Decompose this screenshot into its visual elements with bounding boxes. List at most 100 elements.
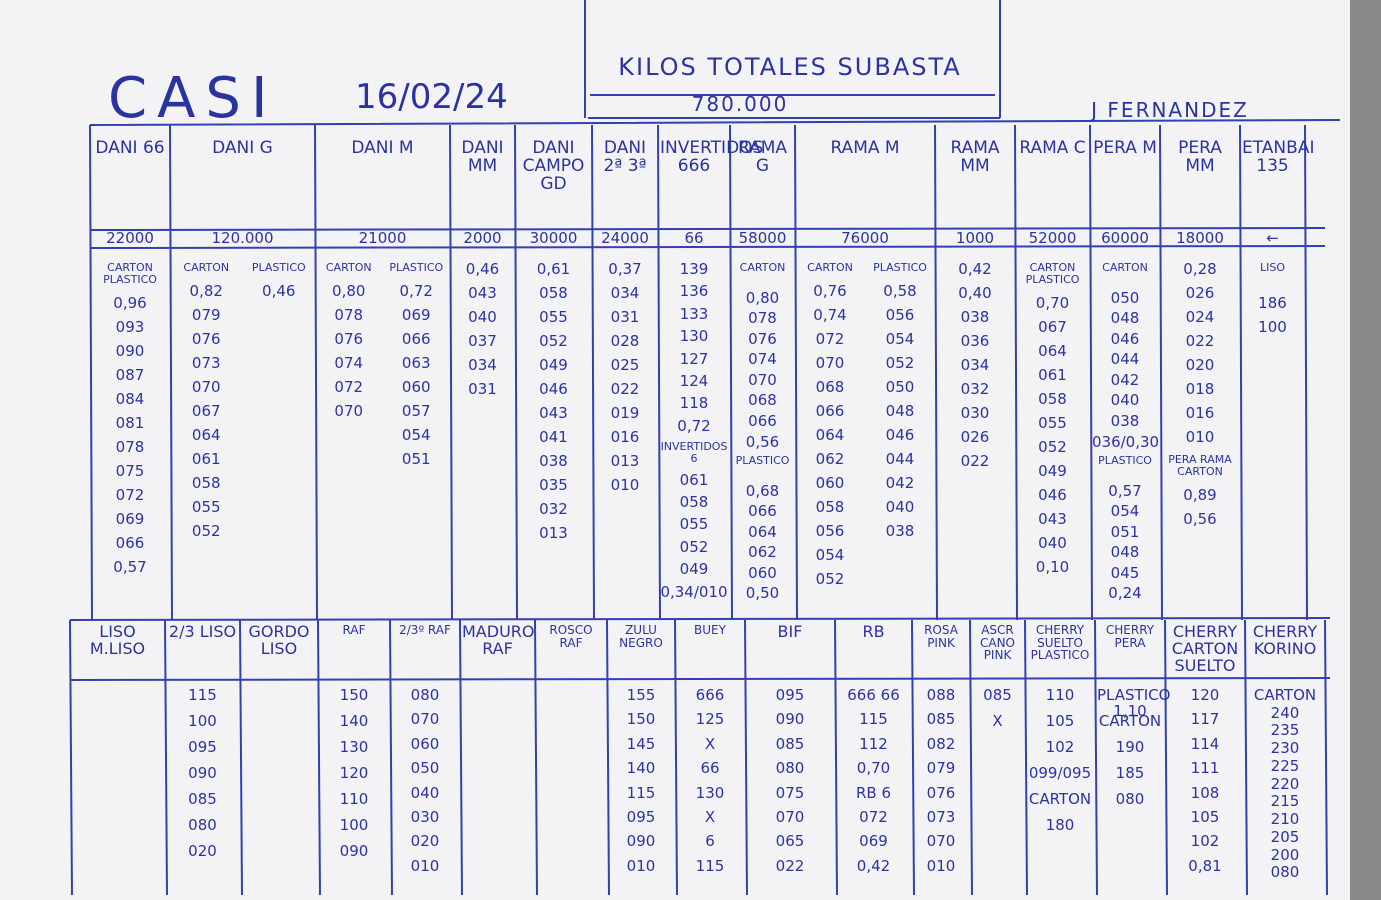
column-header: DANI M <box>351 138 414 158</box>
price: 093 <box>115 317 145 336</box>
price: 045 <box>1110 563 1140 582</box>
column-header: RAMA G <box>737 138 788 176</box>
price: 082 <box>926 734 956 753</box>
price: 060 <box>815 474 845 492</box>
price: 080 <box>1270 863 1300 882</box>
price: 130 <box>339 738 369 756</box>
price: 057 <box>401 402 431 420</box>
price: 036 <box>960 332 990 350</box>
price: 078 <box>334 306 364 324</box>
price: X <box>992 712 1003 730</box>
column-line <box>674 619 678 896</box>
price: 067 <box>1038 317 1067 336</box>
price: 061 <box>1038 365 1067 384</box>
price: 064 <box>815 426 845 444</box>
title-box <box>584 0 1001 119</box>
group-label: CARTON <box>807 261 853 274</box>
price: 140 <box>339 712 369 730</box>
price: 136 <box>679 282 709 301</box>
column-header: CHERRY CARTON SUELTO <box>1171 622 1239 675</box>
price: 073 <box>191 354 221 372</box>
price: 070 <box>815 354 845 372</box>
price: 100 <box>1258 317 1287 336</box>
price: 051 <box>401 450 431 468</box>
price: 040 <box>885 498 915 516</box>
price: 0,58 <box>883 282 917 300</box>
price: 070 <box>926 832 956 851</box>
price: 0,10 <box>1035 557 1070 576</box>
price: 0,42 <box>856 856 891 875</box>
price: 038 <box>539 452 568 470</box>
price: 055 <box>191 498 221 516</box>
price: 090 <box>115 341 145 360</box>
price: 028 <box>610 332 640 350</box>
price: 120 <box>1190 686 1220 704</box>
kilos: 58000 <box>738 229 787 247</box>
column-line <box>934 124 938 621</box>
price: 133 <box>679 304 709 323</box>
kilos: 1000 <box>955 229 995 247</box>
price: 065 <box>775 832 805 851</box>
price: 080 <box>775 759 805 778</box>
price: 076 <box>334 330 364 348</box>
price: 038 <box>885 522 915 540</box>
column-line <box>1094 619 1098 896</box>
price: 031 <box>468 380 497 398</box>
price: 185 <box>1115 764 1145 782</box>
price: 666 66 <box>847 686 900 704</box>
price: 044 <box>885 450 915 468</box>
column-header: RAMA M <box>830 138 900 158</box>
price: 072 <box>115 485 145 504</box>
kilos: 30000 <box>529 229 578 247</box>
price: 114 <box>1190 734 1220 753</box>
price: 040 <box>468 308 497 326</box>
price: 075 <box>115 461 145 480</box>
price: 066 <box>815 402 845 420</box>
price: 0,37 <box>608 260 642 278</box>
group-label: CARTON PLASTICO <box>1025 261 1080 286</box>
column-line <box>514 124 518 621</box>
column-header: DANI G <box>212 138 273 158</box>
price: 074 <box>334 354 364 372</box>
price: 110 <box>339 790 369 808</box>
price: 042 <box>1110 370 1140 389</box>
price: 020 <box>188 842 217 860</box>
price: 062 <box>815 450 845 468</box>
price: 038 <box>1110 411 1140 430</box>
price: 043 <box>539 404 568 422</box>
price: 0,57 <box>113 557 147 576</box>
price: 140 <box>626 759 656 778</box>
price: 062 <box>748 543 777 562</box>
price: 072 <box>334 378 364 396</box>
price: 013 <box>539 524 568 542</box>
price: 215 <box>1270 792 1300 811</box>
price: 080 <box>188 816 217 834</box>
price: 125 <box>695 710 725 729</box>
price: 060 <box>410 734 440 753</box>
kilos: 120.000 <box>211 229 274 247</box>
group-label: PLASTICO <box>389 261 444 274</box>
column-header: DANI 2ª 3ª <box>603 138 647 176</box>
column-line <box>1304 124 1308 621</box>
price: 110 <box>1045 686 1075 704</box>
column-header: CHERRY SUELTO PLASTICO <box>1030 623 1090 663</box>
price: 0,46 <box>465 260 500 278</box>
price: 031 <box>610 308 640 326</box>
price: 118 <box>679 394 709 413</box>
price: 046 <box>885 426 915 444</box>
price: 0,61 <box>536 260 571 278</box>
group-label: CARTON <box>183 261 230 274</box>
price: 010 <box>926 856 956 875</box>
column-line <box>1024 619 1028 896</box>
price: 0,57 <box>1108 481 1142 500</box>
title: CASI <box>108 66 278 131</box>
price: 010 <box>1185 428 1215 446</box>
price: 066 <box>401 330 431 348</box>
price: 66 <box>700 759 720 778</box>
price: 013 <box>610 452 640 470</box>
price: 0,76 <box>813 282 847 300</box>
group-label: PLASTICO <box>735 454 790 468</box>
price: 056 <box>815 522 845 540</box>
price: 061 <box>679 470 709 489</box>
column-header: PERA MM <box>1178 138 1222 176</box>
